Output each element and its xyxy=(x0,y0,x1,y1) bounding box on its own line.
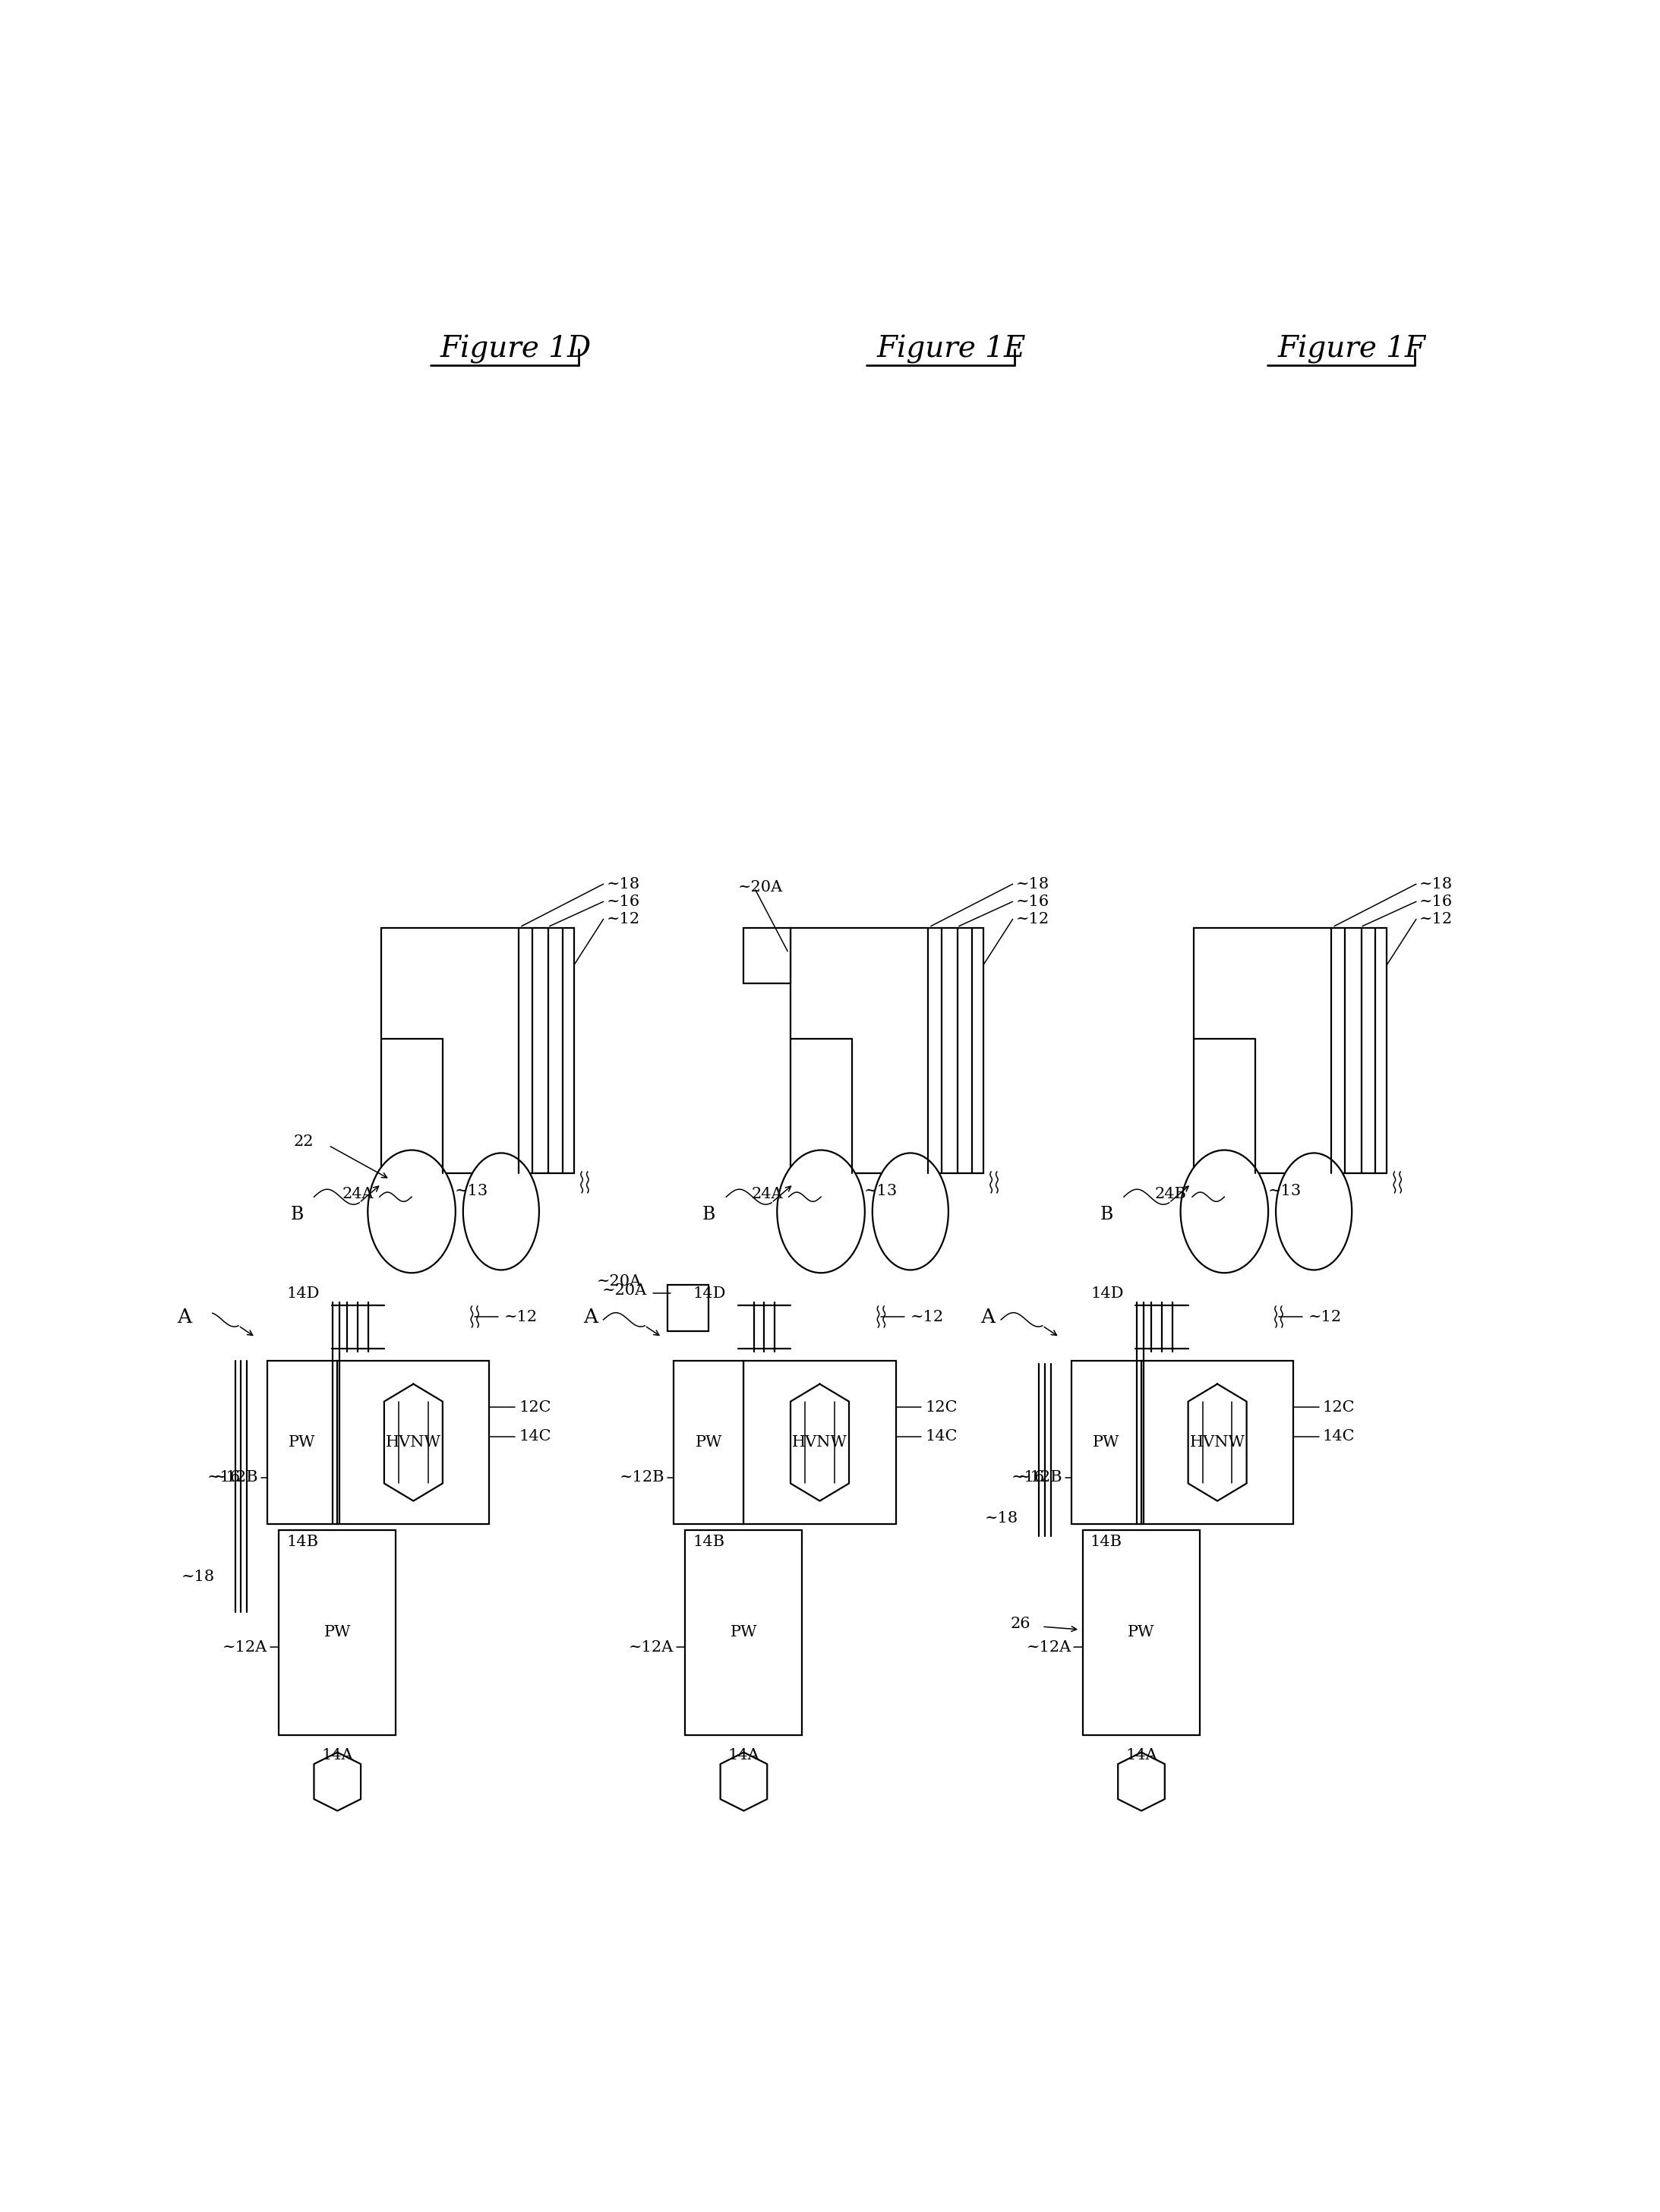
Text: 14B: 14B xyxy=(286,1535,319,1548)
Text: Figure 1D: Figure 1D xyxy=(440,334,591,363)
Text: ~12: ~12 xyxy=(606,911,639,927)
Text: 14B: 14B xyxy=(1091,1535,1122,1548)
Text: ~12B: ~12B xyxy=(212,1471,259,1484)
Bar xyxy=(382,927,574,1175)
Text: ~12B: ~12B xyxy=(619,1471,664,1484)
Text: HVNW: HVNW xyxy=(792,1436,848,1449)
Text: B: B xyxy=(1101,1206,1114,1223)
Text: ~12: ~12 xyxy=(1016,911,1049,927)
Text: 14D: 14D xyxy=(694,1285,725,1301)
Text: Figure 1F: Figure 1F xyxy=(1278,334,1426,363)
Text: ~12B: ~12B xyxy=(1018,1471,1062,1484)
Text: ~18: ~18 xyxy=(181,1571,214,1584)
Bar xyxy=(1071,1360,1142,1524)
Text: PW: PW xyxy=(1092,1436,1121,1449)
Text: 26: 26 xyxy=(1011,1617,1031,1630)
Bar xyxy=(337,1360,490,1524)
Text: 22: 22 xyxy=(294,1135,314,1148)
Text: ~13: ~13 xyxy=(865,1183,898,1199)
Text: PW: PW xyxy=(289,1436,315,1449)
Ellipse shape xyxy=(777,1150,865,1272)
Text: ~12: ~12 xyxy=(505,1310,538,1325)
Bar xyxy=(790,927,983,1175)
Text: 14D: 14D xyxy=(1091,1285,1124,1301)
Text: 14A: 14A xyxy=(1125,1747,1157,1763)
Text: ~20A: ~20A xyxy=(603,1283,647,1298)
Bar xyxy=(667,1285,709,1332)
Text: 12C: 12C xyxy=(1323,1400,1355,1416)
Text: ~12A: ~12A xyxy=(222,1639,267,1655)
Text: PW: PW xyxy=(696,1436,722,1449)
Text: ~16: ~16 xyxy=(1016,894,1049,909)
Bar xyxy=(279,1531,395,1734)
Text: B: B xyxy=(290,1206,304,1223)
Text: ~12A: ~12A xyxy=(629,1639,674,1655)
Text: 14A: 14A xyxy=(727,1747,760,1763)
Bar xyxy=(686,1531,802,1734)
Text: 24A: 24A xyxy=(342,1186,374,1201)
Bar xyxy=(1082,1531,1200,1734)
Text: ~16: ~16 xyxy=(1419,894,1452,909)
Text: B: B xyxy=(702,1206,715,1223)
Ellipse shape xyxy=(1277,1152,1351,1270)
Bar xyxy=(744,927,790,984)
Text: 14D: 14D xyxy=(287,1285,320,1301)
Text: ~12: ~12 xyxy=(1308,1310,1341,1325)
Text: Figure 1E: Figure 1E xyxy=(876,334,1026,363)
Text: ~16: ~16 xyxy=(208,1471,241,1484)
Bar xyxy=(674,1360,744,1524)
Text: ~13: ~13 xyxy=(455,1183,488,1199)
Ellipse shape xyxy=(1180,1150,1268,1272)
Text: ~16: ~16 xyxy=(1011,1471,1044,1484)
Text: 14B: 14B xyxy=(692,1535,725,1548)
Bar xyxy=(1194,927,1388,1175)
Text: ~12: ~12 xyxy=(1419,911,1452,927)
Text: A: A xyxy=(981,1307,996,1327)
Bar xyxy=(744,1360,896,1524)
Text: A: A xyxy=(176,1307,191,1327)
Text: ~18: ~18 xyxy=(1016,876,1049,891)
Text: 12C: 12C xyxy=(518,1400,551,1416)
Text: HVNW: HVNW xyxy=(385,1436,442,1449)
Text: 14C: 14C xyxy=(518,1429,551,1444)
Text: 24A: 24A xyxy=(752,1186,784,1201)
Text: ~12: ~12 xyxy=(910,1310,945,1325)
Text: 14C: 14C xyxy=(925,1429,958,1444)
Bar xyxy=(1142,1360,1293,1524)
Ellipse shape xyxy=(463,1152,540,1270)
Text: 12C: 12C xyxy=(925,1400,958,1416)
Text: 14A: 14A xyxy=(322,1747,354,1763)
Text: ~12A: ~12A xyxy=(1026,1639,1071,1655)
Text: PW: PW xyxy=(324,1626,350,1639)
Ellipse shape xyxy=(369,1150,455,1272)
Text: PW: PW xyxy=(730,1626,757,1639)
Text: ~16: ~16 xyxy=(606,894,639,909)
Text: ~20A: ~20A xyxy=(596,1274,641,1290)
Text: ~18: ~18 xyxy=(984,1511,1019,1526)
Text: ~13: ~13 xyxy=(1268,1183,1301,1199)
Text: PW: PW xyxy=(1127,1626,1155,1639)
Ellipse shape xyxy=(873,1152,948,1270)
Bar xyxy=(267,1360,337,1524)
Text: ~18: ~18 xyxy=(1419,876,1452,891)
Text: HVNW: HVNW xyxy=(1190,1436,1245,1449)
Text: ~20A: ~20A xyxy=(739,880,784,894)
Text: ~18: ~18 xyxy=(606,876,639,891)
Text: A: A xyxy=(583,1307,598,1327)
Text: 14C: 14C xyxy=(1323,1429,1355,1444)
Text: 24B: 24B xyxy=(1155,1186,1187,1201)
